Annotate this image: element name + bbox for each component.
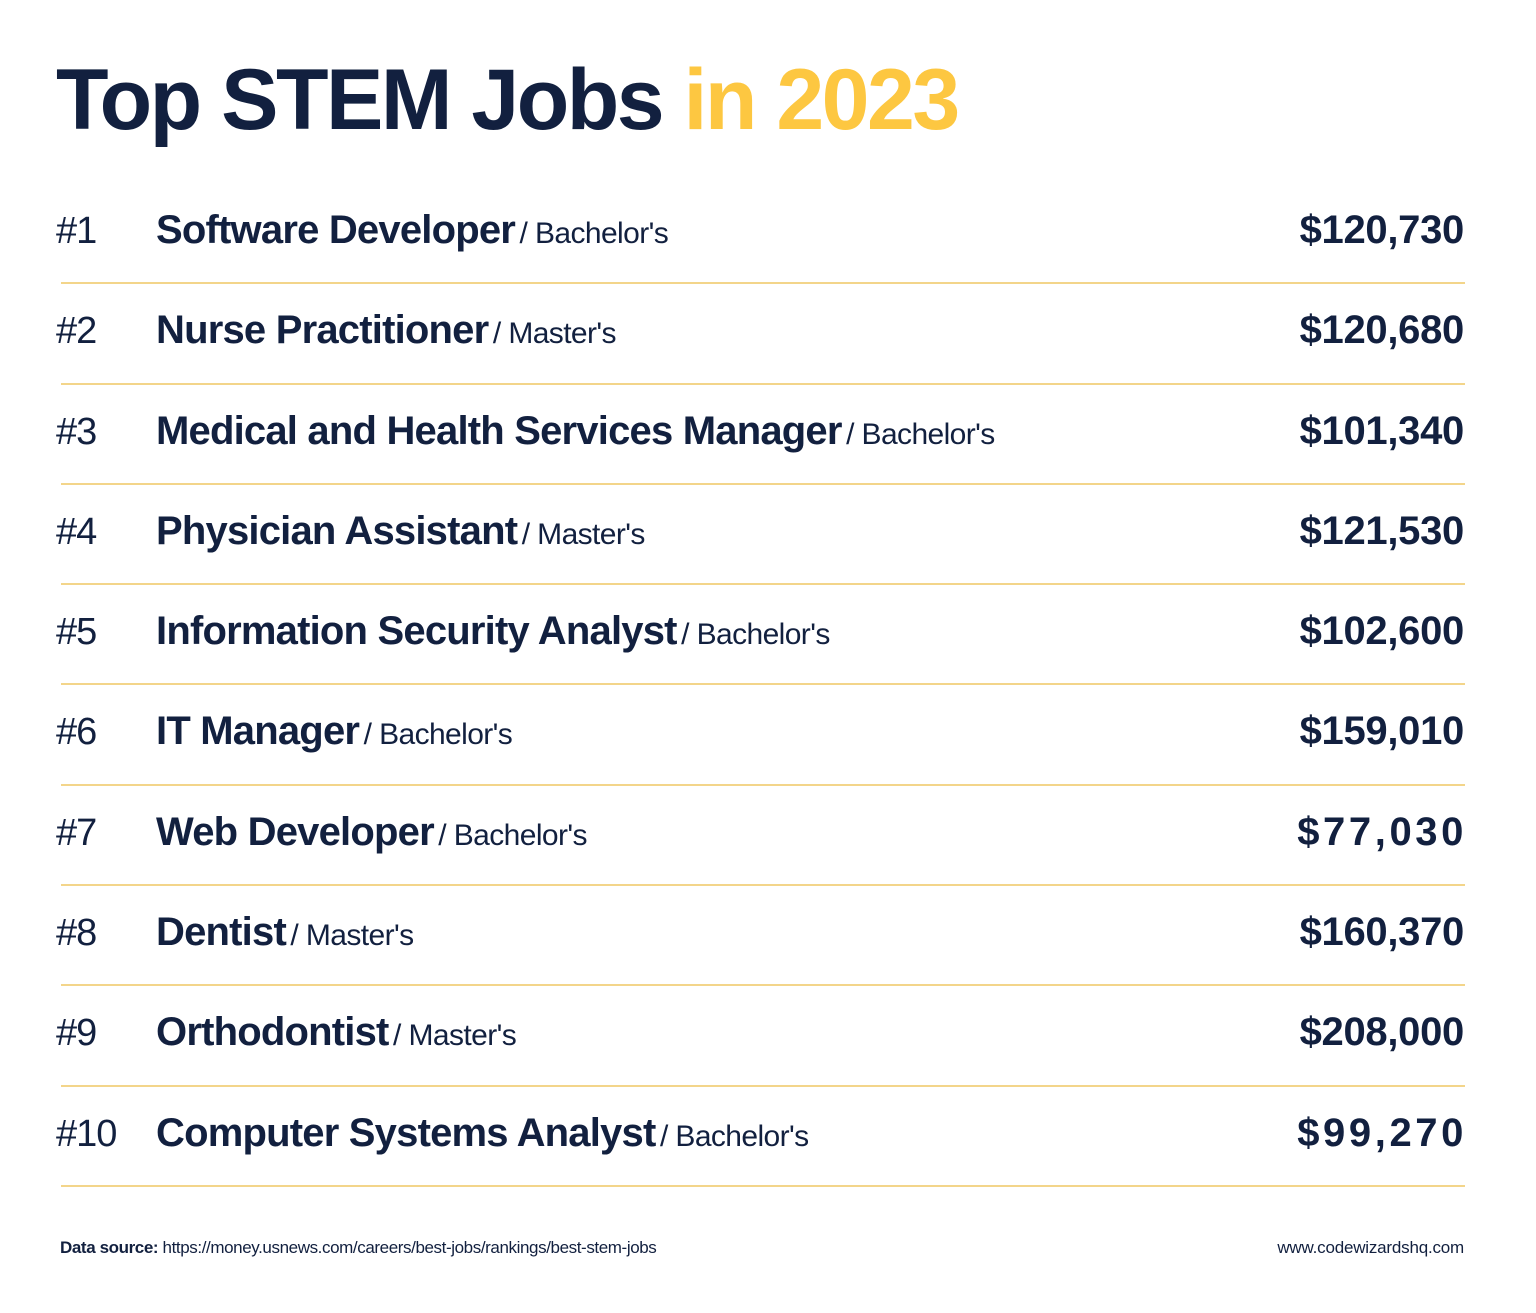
row-divider xyxy=(61,482,1465,485)
job-entry: Orthodontist / Master's xyxy=(156,1010,517,1055)
page-title: Top STEM Jobs in 2023 xyxy=(56,52,961,148)
job-row-8: #8 Dentist / Master's $160,370 xyxy=(0,886,1536,987)
row-divider xyxy=(61,583,1465,586)
data-source-note: Data source: https://money.usnews.com/ca… xyxy=(60,1238,657,1258)
job-salary: $159,010 xyxy=(1299,709,1465,754)
job-title: IT Manager xyxy=(156,709,360,754)
job-salary: $99,270 xyxy=(1297,1110,1467,1155)
job-title: Physician Assistant xyxy=(156,508,518,553)
job-row-1: #1 Software Developer / Bachelor's $120,… xyxy=(0,184,1536,285)
job-degree: / Bachelor's xyxy=(659,1119,809,1153)
job-salary: $120,730 xyxy=(1299,208,1465,252)
job-degree: / Bachelor's xyxy=(363,718,513,752)
job-salary: $102,600 xyxy=(1299,609,1465,654)
row-divider xyxy=(61,1084,1465,1087)
job-row-3: #3 Medical and Health Services Manager /… xyxy=(0,385,1536,485)
job-entry: Physician Assistant / Master's xyxy=(156,509,645,554)
job-entry: Software Developer / Bachelor's xyxy=(156,208,669,253)
job-rank: #2 xyxy=(56,310,97,353)
job-salary: $101,340 xyxy=(1299,408,1465,453)
row-divider xyxy=(61,683,1465,686)
title-main: Top STEM Jobs xyxy=(56,52,665,148)
job-degree: / Master's xyxy=(521,517,646,551)
job-title: Nurse Practitioner xyxy=(156,308,489,353)
title-year: in 2023 xyxy=(683,52,961,148)
job-entry: Computer Systems Analyst / Bachelor's xyxy=(156,1111,809,1156)
job-entry: Web Developer / Bachelor's xyxy=(156,809,588,855)
row-divider xyxy=(61,884,1465,887)
job-entry: IT Manager / Bachelor's xyxy=(156,709,513,754)
row-divider xyxy=(61,382,1465,385)
job-title: Information Security Analyst xyxy=(156,609,677,654)
job-degree: / Bachelor's xyxy=(519,217,669,250)
data-source-url: https://money.usnews.com/careers/best-jo… xyxy=(162,1238,657,1257)
job-salary: $77,030 xyxy=(1297,809,1467,854)
job-row-6: #6 IT Manager / Bachelor's $159,010 xyxy=(0,685,1536,786)
job-row-5: #5 Information Security Analyst / Bachel… xyxy=(0,585,1536,686)
jobs-list: #1 Software Developer / Bachelor's $120,… xyxy=(0,184,1536,1187)
job-rank: #9 xyxy=(56,1012,97,1055)
job-degree: / Master's xyxy=(393,1019,517,1053)
row-divider xyxy=(61,1184,1465,1187)
job-entry: Medical and Health Services Manager / Ba… xyxy=(156,409,995,454)
job-rank: #3 xyxy=(56,410,97,453)
job-row-7: #7 Web Developer / Bachelor's $77,030 xyxy=(0,786,1536,887)
job-row-10: #10 Computer Systems Analyst / Bachelor'… xyxy=(0,1087,1536,1187)
job-entry: Nurse Practitioner / Master's xyxy=(156,308,617,353)
job-rank: #7 xyxy=(56,811,97,854)
job-title: Web Developer xyxy=(156,809,435,854)
job-row-4: #4 Physician Assistant / Master's $121,5… xyxy=(0,485,1536,586)
job-salary: $120,680 xyxy=(1299,308,1465,353)
job-rank: #8 xyxy=(56,912,97,955)
job-rank: #5 xyxy=(56,611,97,654)
job-row-9: #9 Orthodontist / Master's $208,000 xyxy=(0,986,1536,1087)
job-row-2: #2 Nurse Practitioner / Master's $120,68… xyxy=(0,284,1536,385)
job-degree: / Bachelor's xyxy=(681,618,830,652)
job-rank: #6 xyxy=(56,711,97,754)
website-credit: www.codewizardshq.com xyxy=(1277,1238,1464,1257)
job-salary: $121,530 xyxy=(1299,508,1465,553)
job-degree: / Bachelor's xyxy=(438,818,587,852)
data-source-label: Data source: xyxy=(60,1238,159,1257)
job-title: Computer Systems Analyst xyxy=(156,1110,656,1155)
job-title: Orthodontist xyxy=(156,1010,389,1055)
job-title: Dentist xyxy=(156,910,287,955)
job-degree: / Bachelor's xyxy=(846,417,995,451)
job-rank: #10 xyxy=(56,1112,117,1155)
job-title: Software Developer xyxy=(156,208,516,252)
job-rank: #1 xyxy=(56,210,97,252)
job-rank: #4 xyxy=(56,510,97,553)
job-title: Medical and Health Services Manager xyxy=(156,408,842,453)
job-salary: $208,000 xyxy=(1299,1010,1465,1055)
job-salary: $160,370 xyxy=(1299,910,1465,955)
row-divider xyxy=(61,783,1465,786)
row-divider xyxy=(61,984,1465,987)
row-divider xyxy=(61,282,1465,285)
job-degree: / Master's xyxy=(290,919,414,953)
job-degree: / Master's xyxy=(492,317,617,351)
job-entry: Information Security Analyst / Bachelor'… xyxy=(156,609,830,654)
job-entry: Dentist / Master's xyxy=(156,910,414,955)
